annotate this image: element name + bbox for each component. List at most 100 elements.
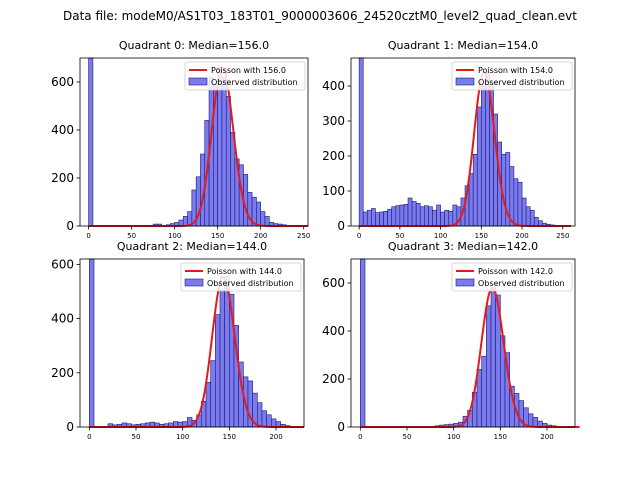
x-tick-label: 200 — [269, 433, 282, 441]
histogram-bar — [371, 208, 376, 227]
y-tick-label: 0 — [337, 420, 345, 434]
histogram-bar — [419, 206, 425, 227]
legend-poisson-label: Poisson with 154.0 — [478, 66, 553, 75]
histogram-bar — [383, 211, 388, 227]
x-tick-label: 250 — [297, 232, 310, 240]
histogram-bar — [440, 211, 445, 227]
legend-poisson-label: Poisson with 142.0 — [478, 267, 553, 276]
x-tick-label: 150 — [475, 232, 488, 240]
histogram-bar — [210, 360, 216, 428]
legend-box — [451, 61, 573, 91]
y-tick-label: 200 — [51, 366, 74, 380]
histogram-bar — [472, 153, 478, 227]
quadrant-panel-0: Quadrant 0: Median=156.0 0 50 100 150 200 250 0… — [51, 39, 310, 240]
legend-box — [451, 262, 573, 292]
x-tick-label: 150 — [211, 232, 224, 240]
histogram-bar — [517, 181, 523, 227]
histogram-bar — [525, 206, 531, 227]
axes-frame — [350, 57, 576, 227]
histogram-bar — [221, 76, 227, 227]
panel-title: Quadrant 0: Median=156.0 — [119, 39, 269, 52]
x-tick-label: 200 — [515, 232, 528, 240]
legend-poisson-label: Poisson with 156.0 — [211, 66, 286, 75]
x-tick-label: 150 — [494, 433, 507, 441]
histogram-bar — [358, 57, 364, 227]
histogram-bar — [403, 204, 409, 227]
histogram-bar — [366, 209, 372, 227]
histogram-bars — [358, 57, 560, 227]
x-tick-label: 0 — [86, 232, 90, 240]
y-tick-label: 200 — [51, 171, 74, 185]
legend-observed-label: Observed distribution — [211, 78, 298, 87]
panel-title: Quadrant 2: Median=144.0 — [117, 240, 267, 253]
histogram-bar — [444, 209, 450, 227]
y-tick-label: 400 — [51, 312, 74, 326]
axes-frame — [79, 57, 309, 227]
x-tick-label: 200 — [540, 433, 553, 441]
histogram-bar — [261, 410, 267, 428]
histogram-bar — [509, 166, 515, 227]
histogram-bar — [468, 173, 474, 227]
histogram-bar — [387, 208, 393, 227]
histogram-bar — [219, 289, 225, 428]
histogram-bar — [217, 67, 223, 227]
histogram-bar — [407, 197, 413, 227]
histogram-bar — [485, 71, 490, 227]
histogram-bar — [481, 355, 487, 428]
histogram-bar — [89, 258, 95, 428]
legend-bar-swatch — [184, 278, 204, 287]
x-tick-label: 0 — [87, 433, 91, 441]
histogram-bar — [182, 216, 188, 227]
histogram-bar — [264, 216, 270, 227]
x-tick-label: 50 — [127, 232, 136, 240]
histogram-bar — [360, 258, 366, 428]
histogram-bar — [266, 414, 272, 428]
x-tick-label: 100 — [168, 232, 181, 240]
histogram-bar — [205, 381, 211, 428]
histogram-bar — [224, 276, 230, 428]
histogram-bar — [256, 201, 261, 227]
legend-observed-label: Observed distribution — [207, 279, 294, 288]
histogram-bar — [411, 201, 417, 227]
x-tick-label: 50 — [132, 433, 141, 441]
histogram-bar — [448, 211, 454, 227]
histogram-bar — [513, 178, 519, 227]
histogram-bar — [379, 211, 384, 227]
y-tick-label: 0 — [66, 420, 74, 434]
histogram-bar — [271, 418, 277, 428]
panel-title: Quadrant 1: Median=154.0 — [388, 39, 538, 52]
y-tick-label: 0 — [66, 219, 74, 233]
histogram-bar — [432, 209, 437, 227]
legend: Poisson with 142.0 Observed distribution — [451, 262, 573, 292]
histogram-bar — [88, 57, 94, 227]
histogram-bar — [395, 205, 401, 227]
histogram-bar — [399, 204, 405, 227]
histogram-bar — [415, 202, 421, 227]
legend-bar-swatch — [455, 77, 475, 86]
histogram-bar — [260, 211, 266, 227]
legend-observed-label: Observed distribution — [478, 279, 565, 288]
y-tick-label: 600 — [51, 257, 74, 271]
histogram-bar — [533, 216, 539, 227]
x-tick-label: 50 — [395, 232, 404, 240]
x-tick-label: 0 — [357, 232, 361, 240]
y-tick-label: 400 — [322, 324, 345, 338]
x-tick-label: 200 — [254, 232, 267, 240]
x-tick-label: 100 — [176, 433, 189, 441]
histogram-bar — [532, 417, 538, 428]
histogram-bar — [486, 305, 492, 428]
legend-bar-swatch — [188, 77, 208, 86]
y-tick-label: 200 — [322, 372, 345, 386]
legend: Poisson with 144.0 Observed distribution — [180, 262, 302, 292]
histogram-bar — [424, 205, 429, 227]
y-tick-label: 400 — [322, 79, 345, 93]
x-tick-label: 50 — [403, 433, 412, 441]
quadrant-panel-3: Quadrant 3: Median=142.0 0 50 100 150 200 0 200… — [322, 240, 580, 441]
quadrant-panel-1: Quadrant 1: Median=154.0 0 50 100 150 200 250 0… — [322, 39, 576, 240]
legend-poisson-label: Poisson with 144.0 — [207, 267, 282, 276]
histogram-bar — [476, 106, 482, 227]
legend-bar-swatch — [455, 278, 475, 287]
legend: Poisson with 154.0 Observed distribution — [451, 61, 573, 91]
histogram-bar — [428, 206, 433, 227]
